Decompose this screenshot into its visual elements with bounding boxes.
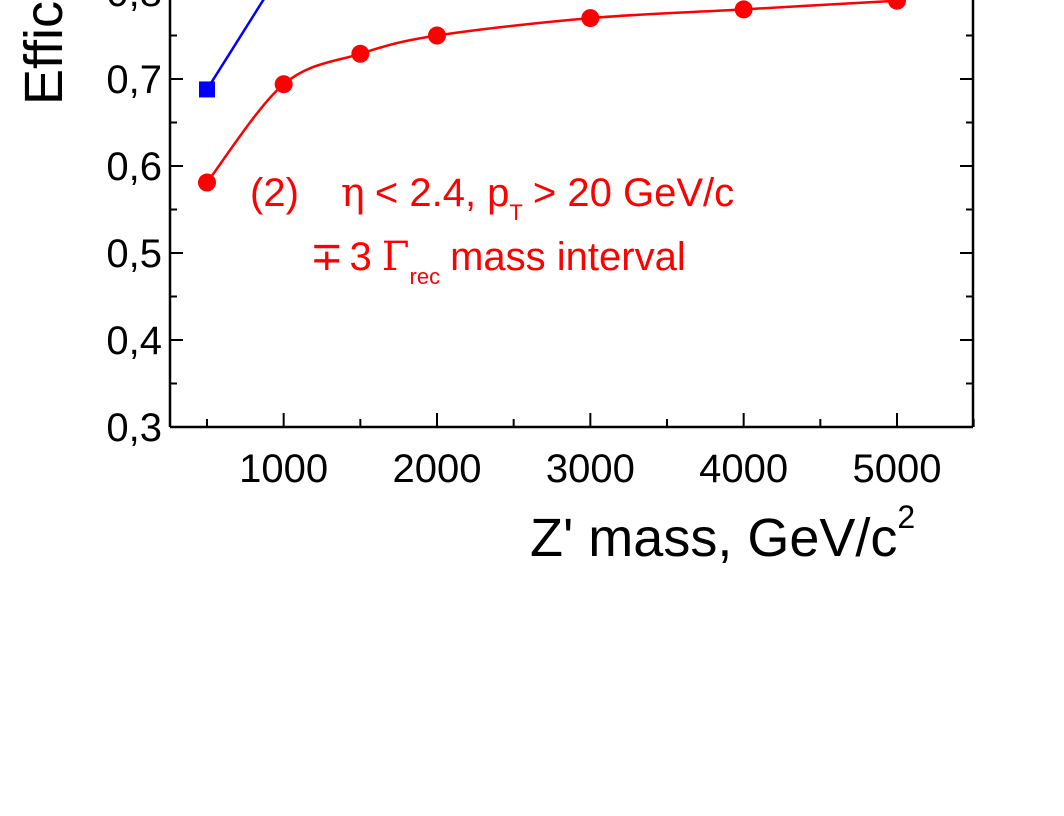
annotation-line-2: ∓ 3 Γrec mass interval (310, 234, 686, 289)
y-tick-label: 0,3 (106, 406, 162, 450)
annotation-box: (2) η < 2.4, pT > 20 GeV/c ∓ 3 Γrec mass inter… (250, 170, 734, 289)
series-red-point (888, 0, 906, 10)
series-red-point (198, 173, 216, 192)
x-tick-label: 3000 (546, 447, 635, 491)
series-blue-point (199, 81, 215, 98)
x-tick-label: 4000 (699, 447, 788, 491)
x-axis-title-text: Z' mass, GeV/c (530, 508, 897, 568)
annotation-pm: ∓ (310, 235, 344, 279)
y-axis-title: Effic (14, 1, 74, 105)
x-axis-title-superscript: 2 (897, 499, 915, 535)
series-curves (205, 0, 898, 184)
annotation-gamma-subscript: rec (410, 264, 441, 289)
y-tick-label: 0,6 (106, 145, 162, 189)
y-tick-label: 0,5 (106, 232, 162, 276)
annotation-tag: (2) (250, 171, 299, 215)
y-axis-ticks: 0,3 0,4 0,5 0,6 0,7 0,8 (106, 0, 973, 450)
annotation-eta: η (341, 170, 365, 216)
x-axis-ticks: 1000 2000 3000 4000 5000 (206, 413, 975, 491)
x-tick-label: 5000 (853, 447, 942, 491)
annotation-pt-subscript: T (509, 200, 522, 225)
x-axis-title: Z' mass, GeV/c2 (530, 499, 915, 568)
series-red-point (581, 9, 600, 28)
annotation-interval: mass interval (450, 235, 686, 279)
annotation-line-1: (2) η < 2.4, pT > 20 GeV/c (250, 170, 734, 225)
series-blue-line (205, 0, 265, 91)
annotation-n: 3 (350, 235, 372, 279)
series-red-point (274, 75, 293, 94)
x-tick-label: 1000 (239, 447, 328, 491)
series-red-point (734, 0, 753, 19)
x-tick-label: 2000 (393, 447, 482, 491)
y-tick-label: 0,8 (106, 0, 162, 15)
series-red-point (428, 26, 446, 45)
annotation-gamma: Γ (382, 234, 410, 280)
series-red-line (206, 0, 898, 184)
annotation-pt-cut: > 20 GeV/c (533, 171, 734, 215)
y-tick-label: 0,7 (106, 58, 162, 102)
y-tick-label: 0,4 (106, 319, 162, 363)
annotation-eta-cut: < 2.4, p (375, 171, 510, 215)
series-red-point (351, 44, 370, 63)
series-markers (198, 0, 906, 192)
